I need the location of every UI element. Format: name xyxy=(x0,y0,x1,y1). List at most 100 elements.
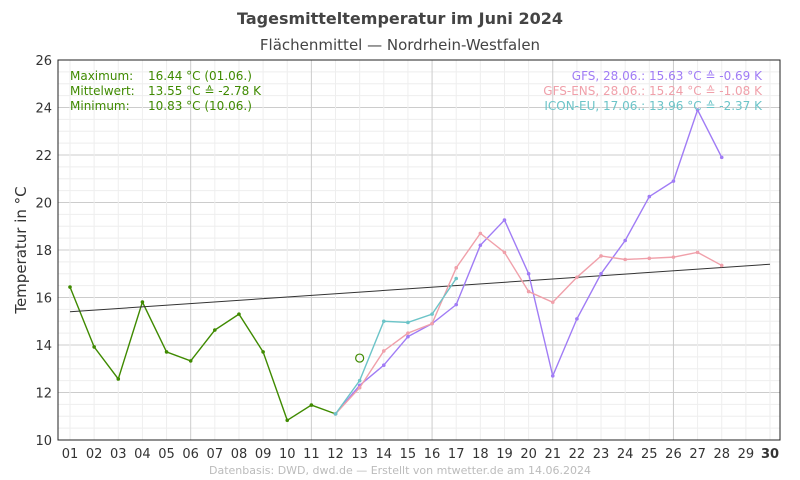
x-tick-label: 26 xyxy=(665,447,682,462)
data-point-icon-eu xyxy=(454,276,459,281)
data-point-gfs xyxy=(647,194,652,199)
data-point-gfs-ens xyxy=(357,385,362,390)
y-tick-label: 10 xyxy=(35,434,52,449)
x-tick-label: 05 xyxy=(158,447,175,462)
x-tick-label: 14 xyxy=(376,447,393,462)
data-point-beobachtung xyxy=(285,418,290,423)
x-tick-label: 07 xyxy=(207,447,224,462)
data-point-gfs-ens xyxy=(647,256,652,261)
data-point-gfs-ens xyxy=(671,255,676,259)
series-line-icon-eu xyxy=(334,278,457,415)
data-point-beobachtung xyxy=(116,377,121,381)
data-point-gfs xyxy=(695,108,700,112)
x-tick-label: 28 xyxy=(713,447,730,462)
x-tick-label: 25 xyxy=(641,447,658,462)
series-line-klimamittel xyxy=(69,263,771,313)
x-tick-label: 08 xyxy=(231,447,248,462)
data-point-gfs xyxy=(623,238,627,243)
data-point-icon-eu xyxy=(357,378,362,383)
data-point-beobachtung xyxy=(188,359,193,363)
data-point-gfs xyxy=(478,243,483,248)
plot-frame xyxy=(57,59,781,441)
data-point-beobachtung xyxy=(237,312,241,316)
y-tick-label: 16 xyxy=(35,292,52,307)
data-point-gfs-ens xyxy=(599,254,603,258)
data-point-icon-eu xyxy=(406,320,410,325)
x-tick-label: 17 xyxy=(448,447,465,462)
x-tick-label: 24 xyxy=(617,447,634,462)
x-tick-label: 09 xyxy=(255,447,272,462)
data-point-icon-eu xyxy=(430,312,434,316)
data-point-gfs xyxy=(381,363,386,367)
y-tick-label: 18 xyxy=(35,244,52,259)
data-point-gfs-ens xyxy=(478,231,483,236)
data-point-gfs xyxy=(526,271,531,276)
y-tick-label: 26 xyxy=(35,54,52,69)
data-point-gfs-ens xyxy=(430,321,434,326)
forecast-stat: GFS, 28.06.: 15.63 °C ≙ -0.69 K xyxy=(572,69,763,83)
data-point-gfs-ens xyxy=(381,349,386,353)
data-point-gfs xyxy=(550,374,555,378)
data-point-gfs-ens xyxy=(719,263,724,268)
x-tick-label: 15 xyxy=(400,447,417,462)
x-tick-label: 01 xyxy=(62,447,79,462)
data-point-gfs-ens xyxy=(695,250,700,255)
data-point-icon-eu xyxy=(333,412,338,416)
data-point-gfs xyxy=(599,271,603,276)
x-tick-label: 13 xyxy=(351,447,368,462)
y-tick-label: 20 xyxy=(35,197,52,212)
stat-value: 16.44 °C (01.06.) xyxy=(148,69,252,83)
x-tick-label: 27 xyxy=(689,447,706,462)
data-point-gfs xyxy=(575,317,579,321)
x-tick-label: 20 xyxy=(520,447,537,462)
chart-title: Tagesmitteltemperatur im Juni 2024 xyxy=(237,9,563,28)
data-point-beobachtung xyxy=(309,403,314,407)
x-tick-label: 21 xyxy=(544,447,561,462)
y-tick-label: 12 xyxy=(35,387,52,402)
data-point-beobachtung xyxy=(164,350,169,354)
data-point-beobachtung xyxy=(68,285,72,289)
data-point-gfs-ens xyxy=(623,257,627,262)
data-point-gfs xyxy=(502,218,507,222)
x-tick-label: 12 xyxy=(327,447,344,462)
x-tick-label: 06 xyxy=(182,447,199,462)
stat-label: Minimum: xyxy=(70,99,130,113)
y-axis-label: Temperatur in °C xyxy=(12,186,30,314)
x-tick-label: 23 xyxy=(593,447,610,462)
x-tick-label: 22 xyxy=(569,447,586,462)
data-point-beobachtung-vorl-ufig- xyxy=(355,353,365,363)
data-point-beobachtung xyxy=(213,328,217,332)
stat-label: Maximum: xyxy=(70,69,133,83)
data-point-gfs-ens xyxy=(550,300,555,305)
y-tick-label: 22 xyxy=(35,149,52,164)
data-point-beobachtung xyxy=(261,350,265,354)
data-point-gfs xyxy=(719,155,724,160)
chart-subtitle: Flächenmittel — Nordrhein-Westfalen xyxy=(260,36,540,54)
footer-credit: Datenbasis: DWD, dwd.de — Erstellt von m… xyxy=(209,464,591,477)
x-tick-label: 29 xyxy=(738,447,755,462)
x-tick-label: 19 xyxy=(496,447,513,462)
data-point-gfs xyxy=(454,302,459,307)
data-point-gfs-ens xyxy=(575,275,579,280)
x-tick-label: 04 xyxy=(134,447,151,462)
data-point-gfs xyxy=(671,179,676,183)
x-tick-label: 11 xyxy=(303,447,320,462)
data-point-gfs-ens xyxy=(526,289,531,294)
stat-value: 13.55 °C ≙ -2.78 K xyxy=(148,84,262,98)
stat-label: Mittelwert: xyxy=(70,84,135,98)
data-point-gfs-ens xyxy=(502,250,507,255)
data-point-beobachtung xyxy=(92,345,96,349)
data-point-gfs-ens xyxy=(454,266,459,270)
data-point-gfs xyxy=(406,334,410,339)
data-point-icon-eu xyxy=(381,319,386,324)
x-tick-label: 18 xyxy=(472,447,489,462)
x-tick-label: 03 xyxy=(110,447,127,462)
y-tick-label: 24 xyxy=(35,102,52,117)
data-point-beobachtung xyxy=(140,300,145,304)
x-tick-label: 02 xyxy=(86,447,103,462)
data-point-gfs-ens xyxy=(406,331,410,335)
series-line-beobachtung xyxy=(69,286,336,422)
forecast-stat: ICON-EU, 17.06.: 13.96 °C ≙ -2.37 K xyxy=(544,99,763,113)
